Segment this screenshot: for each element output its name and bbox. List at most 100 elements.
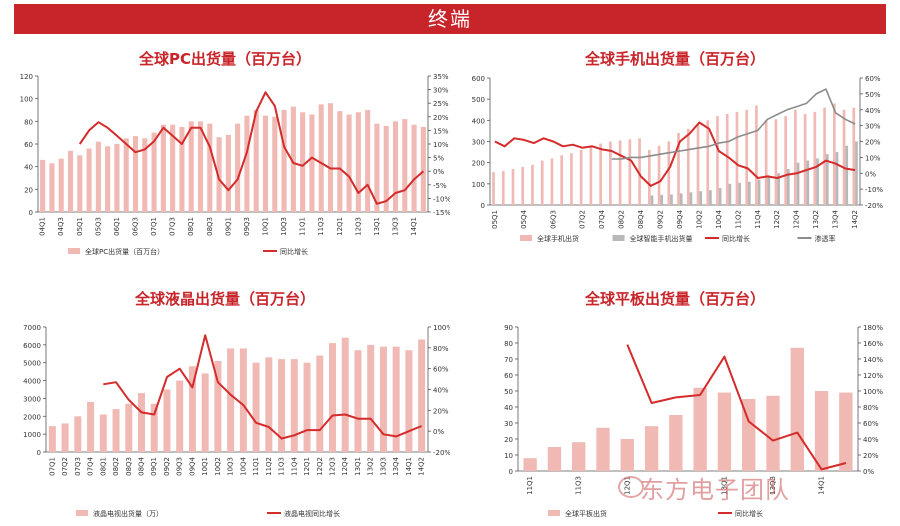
phone-right-tick-label: 30% xyxy=(865,123,881,131)
phone-bar-0 xyxy=(628,139,632,205)
lcd-x-tick-label: 08Q1 xyxy=(99,457,107,476)
lcd-right-tick-label: 100% xyxy=(433,324,450,332)
phone-bar-0 xyxy=(725,113,729,205)
phone-left-tick-label: 300 xyxy=(472,139,485,147)
phone-x-tick-label: 10Q2 xyxy=(695,210,703,229)
phone-left-tick-label: 400 xyxy=(472,117,485,125)
pc-bar-0 xyxy=(309,114,315,212)
pc-x-tick-label: 14Q1 xyxy=(410,217,418,236)
tablet-bar-0 xyxy=(644,426,659,471)
lcd-bar-0 xyxy=(341,337,349,452)
phone-x-tick-label: 05Q4 xyxy=(520,209,528,228)
phone-bar-1 xyxy=(718,188,722,205)
phone-bar-1 xyxy=(670,194,673,205)
phone-bar-0 xyxy=(599,143,602,205)
lcd-left-tick-label: 7000 xyxy=(23,324,41,332)
lcd-x-tick-label: 12Q4 xyxy=(341,456,349,475)
lcd-x-tick-label: 08Q4 xyxy=(138,456,146,475)
phone-bar-0 xyxy=(755,105,758,205)
lcd-x-tick-label: 07Q3 xyxy=(74,457,82,476)
phone-bar-0 xyxy=(696,124,700,205)
pc-right-tick-label: -15% xyxy=(433,209,450,217)
lcd-bar-0 xyxy=(278,359,286,452)
phone-bar-1 xyxy=(748,181,751,205)
phone-x-tick-label: 09Q4 xyxy=(676,209,684,228)
watermark-chat-icon xyxy=(618,476,644,498)
phone-bar-1 xyxy=(786,169,790,205)
lcd-x-tick-label: 09Q2 xyxy=(163,457,171,476)
pc-chart: 0 20 40 60 80 100 120 35% 30% 25% 20% 15% 10% 5% 0% -5%… xyxy=(20,73,450,256)
lcd-chart: 0 1000 2000 3000 4000 5000 6000 7000 100% 80% 60% 4… xyxy=(23,324,450,518)
pc-left-tick-label: 40 xyxy=(24,164,33,172)
pc-left-tick-label: 60 xyxy=(24,141,33,149)
lcd-x-tick-label: 07Q2 xyxy=(61,457,69,476)
pc-legend-swatch xyxy=(68,248,80,254)
tablet-chart-panel: 全球平板出货量（百万台） 0 10 20 30 40 50 60 70 80 90 180% 160%… xyxy=(450,280,900,525)
phone-bar-0 xyxy=(745,109,749,205)
pc-x-tick-label: 12Q3 xyxy=(354,217,362,236)
phone-x-tick-label: 11Q2 xyxy=(734,210,742,229)
phone-bar-0 xyxy=(735,111,739,205)
tablet-x-tick-label: 13Q3 xyxy=(769,476,777,495)
pc-bar-0 xyxy=(235,123,241,212)
pc-bar-0 xyxy=(392,121,399,212)
phone-right-tick-label: 10% xyxy=(865,154,881,162)
tablet-bar-0 xyxy=(766,395,780,471)
pc-bar-0 xyxy=(132,136,139,212)
pc-bar-0 xyxy=(170,124,176,212)
pc-bar-0 xyxy=(327,103,334,212)
phone-bar-0 xyxy=(764,120,768,205)
pc-x-tick-label: 04Q1 xyxy=(39,217,47,236)
phone-bar-1 xyxy=(689,192,693,205)
pc-x-tick-label: 04Q3 xyxy=(57,217,65,236)
phone-legend-label: 同比增长 xyxy=(722,234,750,243)
lcd-x-tick-label: 13Q3 xyxy=(379,457,387,476)
pc-x-tick-label: 07Q1 xyxy=(150,217,158,236)
lcd-bar-0 xyxy=(87,402,95,452)
phone-x-tick-label: 08Q2 xyxy=(617,210,625,229)
phone-bar-0 xyxy=(589,146,593,205)
lcd-x-tick-label: 09Q4 xyxy=(188,456,196,475)
pc-x-tick-label: 11Q3 xyxy=(317,217,325,236)
phone-bar-0 xyxy=(784,116,787,205)
pc-chart-panel: 全球PC出货量（百万台） 0 20 40 60 80 100 120 35% 30% 25% 20%… xyxy=(0,40,450,285)
phone-bar-1 xyxy=(767,175,771,205)
tablet-bar-0 xyxy=(523,458,537,471)
phone-bar-1 xyxy=(825,154,829,205)
tablet-chart: 0 10 20 30 40 50 60 70 80 90 180% 160% 140% 120% 100% 8… xyxy=(504,324,883,518)
lcd-x-tick-label: 09Q3 xyxy=(176,457,184,476)
phone-line-1 xyxy=(611,88,856,160)
phone-left-tick-label: 200 xyxy=(472,160,485,168)
lcd-chart-title: 全球液晶出货量（百万台） xyxy=(134,290,315,308)
lcd-bar-0 xyxy=(265,357,273,452)
lcd-chart-panel: 全球液晶出货量（百万台） 0 1000 2000 3000 4000 5000 6000 70… xyxy=(0,280,450,525)
phone-bar-1 xyxy=(777,173,780,205)
lcd-bar-0 xyxy=(392,346,400,452)
phone-x-tick-label: 14Q2 xyxy=(851,210,859,229)
tablet-right-tick-label: 140% xyxy=(863,356,883,364)
pc-bar-0 xyxy=(337,111,343,212)
lcd-bar-0 xyxy=(150,403,158,452)
lcd-left-tick-label: 0 xyxy=(37,449,41,457)
tablet-bar-0 xyxy=(572,442,586,471)
lcd-x-tick-label: 09Q1 xyxy=(150,457,158,476)
pc-bar-0 xyxy=(188,121,194,212)
phone-bar-1 xyxy=(855,141,858,205)
tablet-right-tick-label: 60% xyxy=(863,420,879,428)
pc-x-tick-label: 13Q3 xyxy=(392,217,400,236)
tablet-x-tick-label: 14Q1 xyxy=(818,476,826,495)
lcd-bar-0 xyxy=(99,414,107,452)
tablet-bar-0 xyxy=(669,415,683,471)
lcd-x-tick-label: 12Q1 xyxy=(303,457,311,476)
pc-bar-0 xyxy=(383,125,389,212)
lcd-bar-0 xyxy=(176,380,184,452)
tablet-bar-0 xyxy=(814,391,829,471)
lcd-bar-0 xyxy=(405,350,413,452)
lcd-bar-0 xyxy=(367,344,375,452)
phone-bar-0 xyxy=(813,111,817,205)
lcd-x-tick-label: 14Q2 xyxy=(418,457,426,476)
phone-left-tick-label: 500 xyxy=(472,96,485,104)
tablet-chart-title: 全球平板出货量（百万台） xyxy=(584,290,765,308)
phone-x-tick-label: 07Q2 xyxy=(579,210,587,229)
pc-x-tick-label: 05Q3 xyxy=(94,217,102,236)
